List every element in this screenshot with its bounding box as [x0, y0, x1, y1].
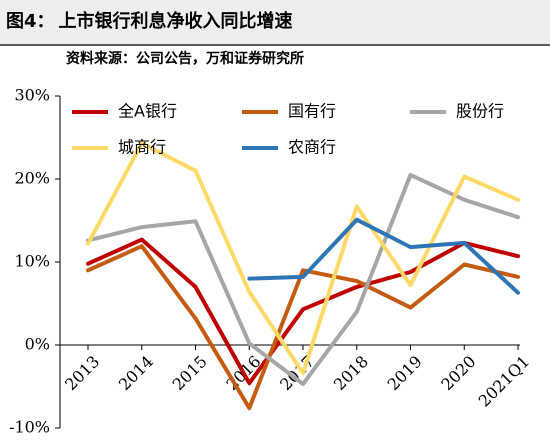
series-line	[86, 237, 520, 386]
y-tick-label: 20%	[14, 169, 50, 188]
axes: -10%0%10%20%30%2013 2014 2015 2016 2017 2018 2…	[9, 86, 533, 437]
y-tick-label: 30%	[14, 86, 50, 105]
series-line	[86, 244, 520, 411]
figure-title-text: 上市银行利息净收入同比增速	[58, 11, 293, 32]
figure-title: 图4： 上市银行利息净收入同比增速	[6, 7, 293, 33]
x-tick-label: 2014	[115, 352, 157, 394]
y-tick-label: 0%	[25, 335, 50, 354]
x-tick-label: 2015	[169, 352, 211, 394]
legend-label: 城商行	[118, 138, 166, 157]
x-tick-label: 2021Q1	[475, 352, 534, 411]
y-tick-label: 10%	[14, 252, 50, 271]
legend-label: 农商行	[288, 138, 336, 157]
legend-label: 股份行	[456, 102, 504, 121]
series-line	[86, 172, 520, 386]
legend-label: 国有行	[288, 102, 336, 121]
legend-label: 全A银行	[118, 102, 177, 121]
x-tick-label: 2018	[330, 352, 372, 394]
x-tick-label: 2019	[384, 352, 426, 394]
figure-number: 图4：	[6, 11, 55, 32]
figure-header: 图4： 上市银行利息净收入同比增速	[0, 0, 550, 46]
y-tick-label: -10%	[9, 418, 50, 437]
x-tick-label: 2020	[437, 352, 479, 394]
series-line	[86, 141, 520, 376]
series-lines	[86, 141, 520, 411]
x-tick-label: 2013	[61, 352, 103, 394]
series-line	[247, 217, 520, 295]
data-source: 资料来源：公司公告，万和证券研究所	[66, 51, 304, 67]
